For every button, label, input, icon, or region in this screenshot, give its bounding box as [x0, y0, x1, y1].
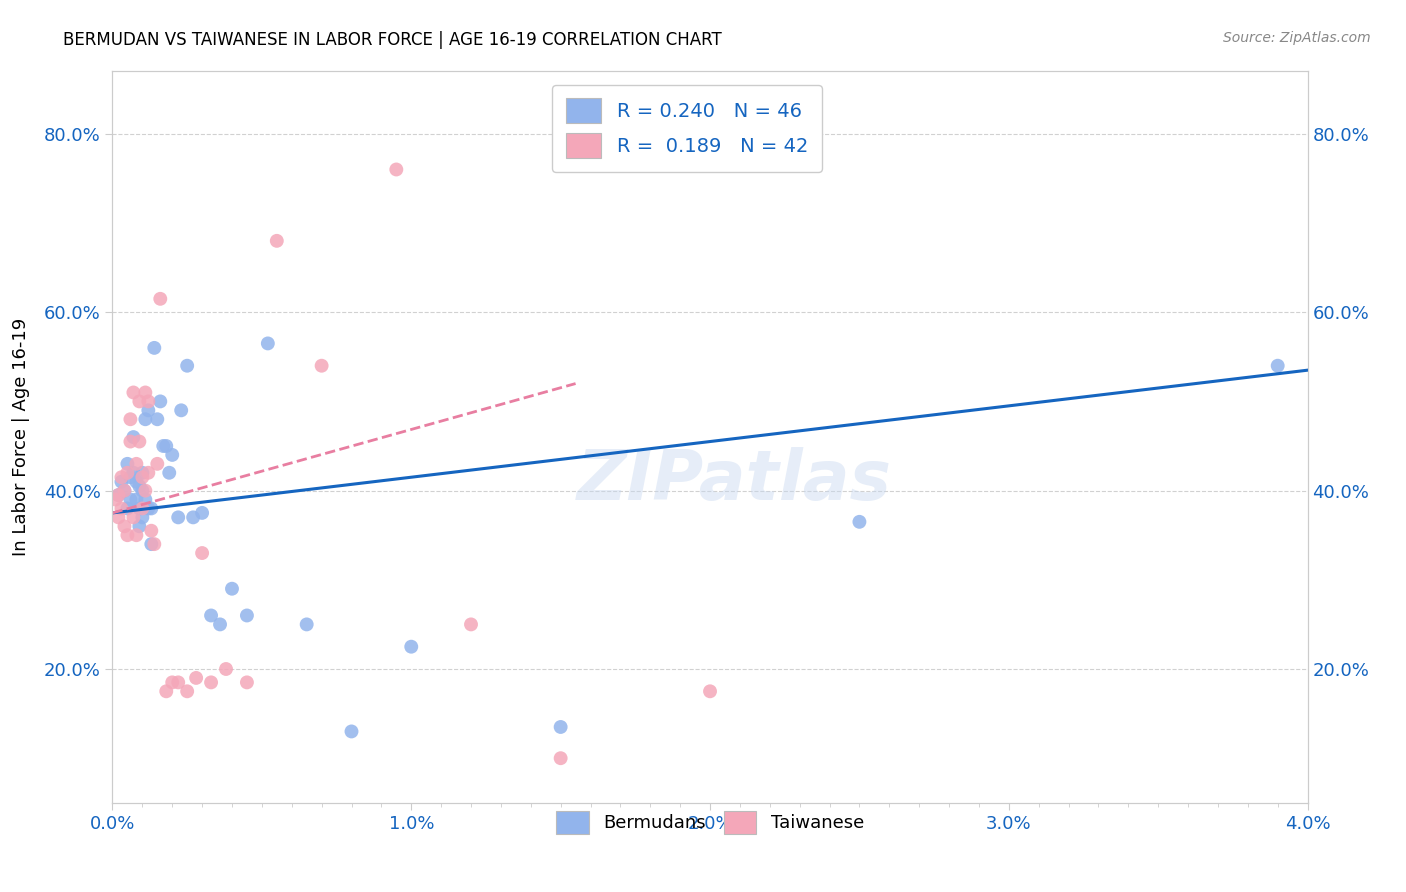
Point	[138, 394, 160, 409]
Point	[134, 412, 156, 426]
Point	[122, 385, 145, 400]
Point	[848, 515, 870, 529]
Point	[134, 385, 156, 400]
Point	[107, 510, 129, 524]
Point	[125, 457, 148, 471]
Point	[167, 675, 190, 690]
Point	[186, 671, 208, 685]
Point	[138, 501, 160, 516]
Point	[295, 617, 318, 632]
Point	[385, 162, 408, 177]
Point	[120, 470, 142, 484]
Point	[257, 336, 280, 351]
Point	[200, 675, 222, 690]
Point	[120, 412, 142, 426]
Point	[138, 466, 160, 480]
Point	[143, 341, 166, 355]
Point	[176, 684, 198, 698]
Point	[401, 640, 423, 654]
Point	[122, 430, 145, 444]
Point	[191, 546, 214, 560]
Point	[117, 528, 139, 542]
Point	[110, 501, 132, 516]
Point	[236, 675, 259, 690]
Point	[152, 439, 174, 453]
Point	[117, 466, 139, 480]
Point	[167, 510, 190, 524]
Point	[104, 492, 127, 507]
Point	[131, 483, 153, 498]
Point	[215, 662, 238, 676]
Point	[141, 524, 163, 538]
Point	[221, 582, 243, 596]
Point	[141, 501, 163, 516]
Point	[110, 475, 132, 489]
Point	[131, 466, 153, 480]
Point	[170, 403, 193, 417]
Point	[699, 684, 721, 698]
Point	[191, 506, 214, 520]
Point	[107, 488, 129, 502]
Point	[1267, 359, 1289, 373]
Point	[146, 457, 169, 471]
Point	[131, 510, 153, 524]
Point	[117, 501, 139, 516]
Point	[125, 492, 148, 507]
Point	[128, 519, 150, 533]
Point	[117, 457, 139, 471]
Point	[157, 466, 180, 480]
Text: BERMUDAN VS TAIWANESE IN LABOR FORCE | AGE 16-19 CORRELATION CHART: BERMUDAN VS TAIWANESE IN LABOR FORCE | A…	[63, 31, 723, 49]
Point	[125, 528, 148, 542]
Point	[120, 492, 142, 507]
Point	[149, 292, 172, 306]
Point	[120, 434, 142, 449]
Point	[149, 394, 172, 409]
Point	[162, 675, 183, 690]
Point	[131, 470, 153, 484]
Point	[146, 412, 169, 426]
Text: Source: ZipAtlas.com: Source: ZipAtlas.com	[1223, 31, 1371, 45]
Point	[311, 359, 333, 373]
Point	[155, 684, 177, 698]
Y-axis label: In Labor Force | Age 16-19: In Labor Force | Age 16-19	[11, 318, 30, 557]
Point	[209, 617, 232, 632]
Point	[162, 448, 183, 462]
Point	[122, 510, 145, 524]
Point	[155, 439, 177, 453]
Point	[143, 537, 166, 551]
Point	[176, 359, 198, 373]
Text: ZIPatlas: ZIPatlas	[576, 448, 891, 515]
Point	[110, 470, 132, 484]
Point	[266, 234, 288, 248]
Point	[141, 537, 163, 551]
Point	[460, 617, 482, 632]
Point	[138, 403, 160, 417]
Point	[114, 483, 135, 498]
Legend: Bermudans, Taiwanese: Bermudans, Taiwanese	[546, 800, 875, 845]
Point	[125, 475, 148, 489]
Point	[128, 501, 150, 516]
Point	[200, 608, 222, 623]
Point	[122, 466, 145, 480]
Point	[236, 608, 259, 623]
Point	[181, 510, 204, 524]
Point	[134, 483, 156, 498]
Point	[131, 501, 153, 516]
Point	[114, 483, 135, 498]
Point	[114, 519, 135, 533]
Point	[128, 434, 150, 449]
Point	[128, 479, 150, 493]
Point	[340, 724, 363, 739]
Point	[128, 394, 150, 409]
Point	[107, 488, 129, 502]
Point	[550, 720, 572, 734]
Point	[550, 751, 572, 765]
Point	[134, 492, 156, 507]
